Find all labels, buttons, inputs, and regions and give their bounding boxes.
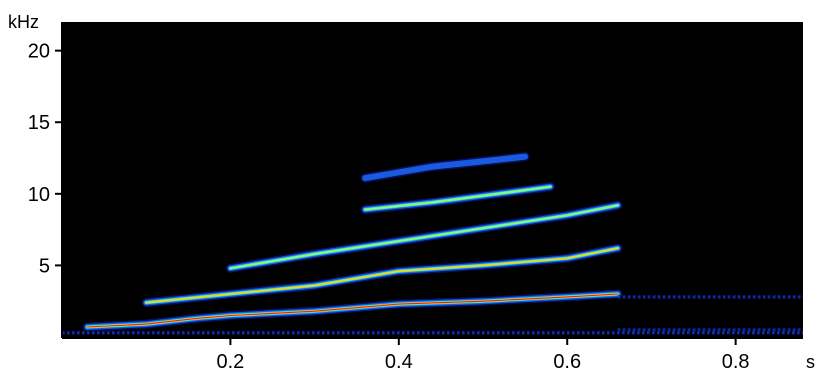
axis-ticks: 0.2 0.4 0.6 0.8 5 10 15 20	[28, 41, 750, 373]
spectrogram-bands	[62, 152, 803, 335]
plot-background	[62, 22, 803, 337]
y-tick-label: 10	[28, 184, 50, 206]
x-tick-label: 0.6	[553, 351, 581, 373]
harmonic-band	[86, 293, 619, 328]
harmonic-band	[145, 247, 619, 304]
x-tick-label: 0.8	[722, 351, 750, 373]
y-tick-label: 5	[39, 255, 50, 277]
y-tick-label: 15	[28, 112, 50, 134]
x-unit-label: s	[806, 352, 815, 372]
x-tick-label: 0.4	[385, 351, 413, 373]
y-unit-label: kHz	[8, 12, 39, 32]
y-tick-label: 20	[28, 41, 50, 63]
harmonic-band	[364, 185, 552, 211]
x-tick-label: 0.2	[217, 351, 245, 373]
harmonic-band	[229, 204, 619, 270]
harmonic-band	[362, 153, 529, 182]
